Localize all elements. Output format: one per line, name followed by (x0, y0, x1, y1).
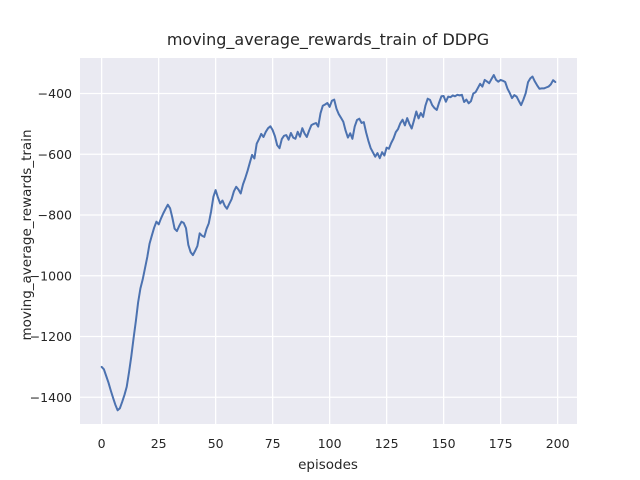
chart-title: moving_average_rewards_train of DDPG (167, 30, 489, 50)
x-tick-label: 150 (432, 436, 456, 451)
x-tick-label: 200 (546, 436, 570, 451)
x-tick-label: 50 (208, 436, 224, 451)
y-tick-label: −800 (38, 208, 72, 223)
y-tick-label: −1400 (30, 390, 72, 405)
y-tick-label: −1000 (30, 268, 72, 283)
x-tick-label: 100 (318, 436, 342, 451)
x-tick-label: 175 (489, 436, 513, 451)
x-tick-label: 25 (151, 436, 167, 451)
y-tick-label: −1200 (30, 329, 72, 344)
tick-layer: 0 25 50 75 100 125 150 175 200 −400 −600 −800 −1000 −… (30, 86, 570, 451)
y-tick-label: −400 (38, 86, 72, 101)
x-axis-label: episodes (298, 457, 358, 473)
x-tick-label: 75 (265, 436, 281, 451)
x-tick-label: 125 (375, 436, 399, 451)
x-tick-label: 0 (98, 436, 106, 451)
data-line (100, 74, 557, 412)
y-tick-label: −600 (38, 147, 72, 162)
y-axis-label: moving_average_rewards_train (19, 129, 35, 340)
plot-area (80, 58, 577, 424)
series-layer (100, 74, 557, 412)
